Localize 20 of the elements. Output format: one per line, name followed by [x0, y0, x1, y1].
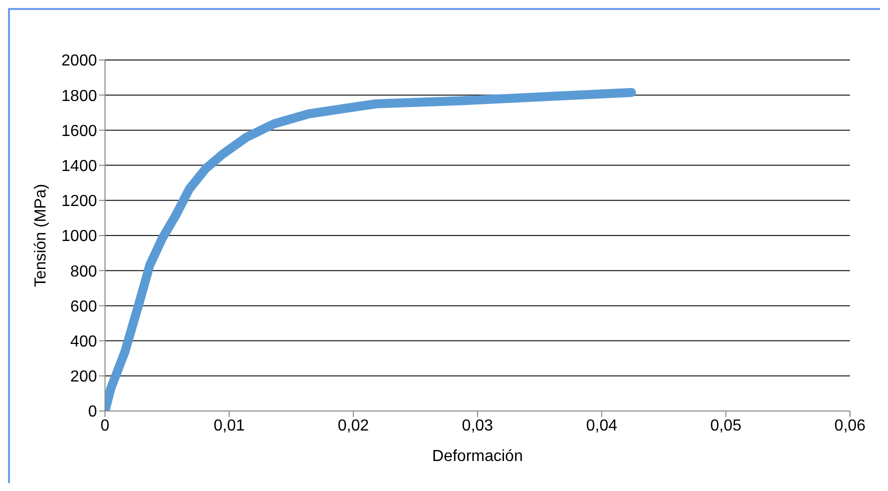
y-tick-label: 200 [70, 368, 98, 386]
x-tick-label: 0,04 [586, 417, 618, 434]
y-tick-label: 1400 [61, 158, 98, 175]
y-tick-label: 400 [70, 333, 98, 350]
x-axis-title: Deformación [432, 448, 523, 465]
y-tick-label: 2000 [61, 52, 98, 70]
x-tick-label: 0,05 [710, 417, 742, 434]
x-tick-label: 0,03 [462, 417, 494, 434]
y-tick-label: 1800 [61, 88, 98, 105]
y-tick-label: 1200 [61, 193, 98, 210]
y-axis-title: Tensión (MPa) [32, 184, 50, 288]
y-tick-label: 1000 [61, 228, 98, 246]
y-tick-label: 1600 [61, 122, 98, 140]
y-tick-label: 600 [70, 298, 98, 316]
y-tick-label: 800 [70, 263, 98, 280]
x-tick-label: 0,01 [214, 417, 245, 434]
x-tick-label: 0,02 [338, 417, 370, 434]
x-tick-label: 0,06 [834, 417, 866, 434]
y-tick-label: 0 [88, 404, 98, 421]
x-tick-label: 0 [100, 417, 110, 434]
